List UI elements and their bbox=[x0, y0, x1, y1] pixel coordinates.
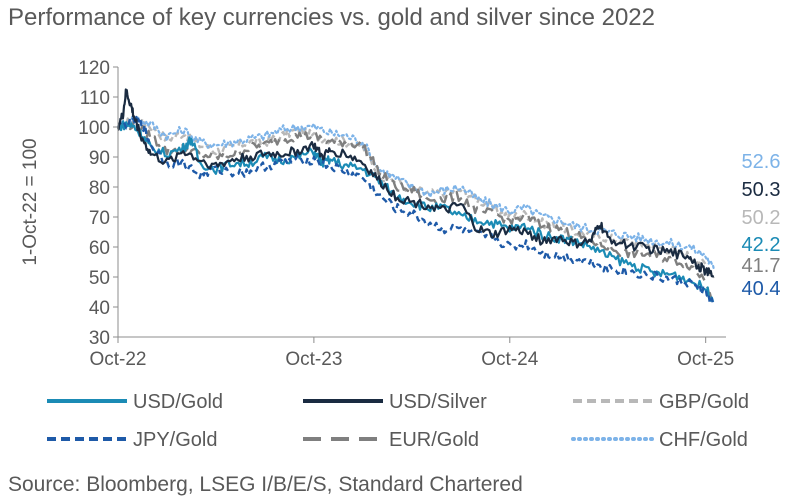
legend-label: USD/Gold bbox=[133, 391, 223, 413]
y-axis-title: 1-Oct-22 = 100 bbox=[20, 138, 41, 265]
series-line-gbp-gold bbox=[116, 116, 715, 280]
x-tick-label: Oct-22 bbox=[89, 349, 146, 370]
series-line-usd-silver bbox=[116, 88, 715, 278]
y-tick-label: 90 bbox=[89, 148, 110, 169]
series-line-usd-gold bbox=[117, 120, 715, 302]
x-tick-label: Oct-24 bbox=[481, 349, 538, 370]
y-tick-label: 80 bbox=[89, 178, 110, 199]
source-note: Source: Bloomberg, LSEG I/B/E/S, Standar… bbox=[8, 473, 523, 496]
series-line-eur-gold bbox=[117, 118, 715, 303]
y-tick-label: 120 bbox=[78, 58, 110, 79]
y-tick-label: 100 bbox=[78, 118, 110, 139]
x-tick-label: Oct-23 bbox=[285, 349, 342, 370]
end-value-label: 50.2 bbox=[742, 207, 781, 229]
legend-label: EUR/Gold bbox=[389, 429, 479, 451]
x-tick-label: Oct-25 bbox=[677, 349, 734, 370]
legend-label: USD/Silver bbox=[389, 391, 487, 413]
end-value-label: 52.6 bbox=[742, 151, 781, 173]
end-value-label: 50.3 bbox=[742, 179, 781, 201]
end-value-label: 40.4 bbox=[742, 278, 781, 300]
y-tick-label: 110 bbox=[80, 88, 110, 109]
series-line-chf-gold bbox=[116, 115, 715, 271]
y-tick-label: 50 bbox=[89, 268, 110, 289]
y-tick-label: 70 bbox=[89, 208, 110, 229]
legend-label: GBP/Gold bbox=[659, 391, 749, 413]
end-value-label: 42.2 bbox=[742, 234, 781, 256]
series-line-jpy-gold bbox=[116, 115, 715, 307]
y-tick-label: 60 bbox=[89, 238, 110, 259]
end-value-label: 41.7 bbox=[742, 255, 781, 277]
y-tick-label: 30 bbox=[89, 328, 110, 349]
legend-label: CHF/Gold bbox=[659, 429, 748, 451]
chart-title: Performance of key currencies vs. gold a… bbox=[8, 4, 655, 31]
legend-label: JPY/Gold bbox=[133, 429, 217, 451]
y-tick-label: 40 bbox=[89, 298, 110, 319]
